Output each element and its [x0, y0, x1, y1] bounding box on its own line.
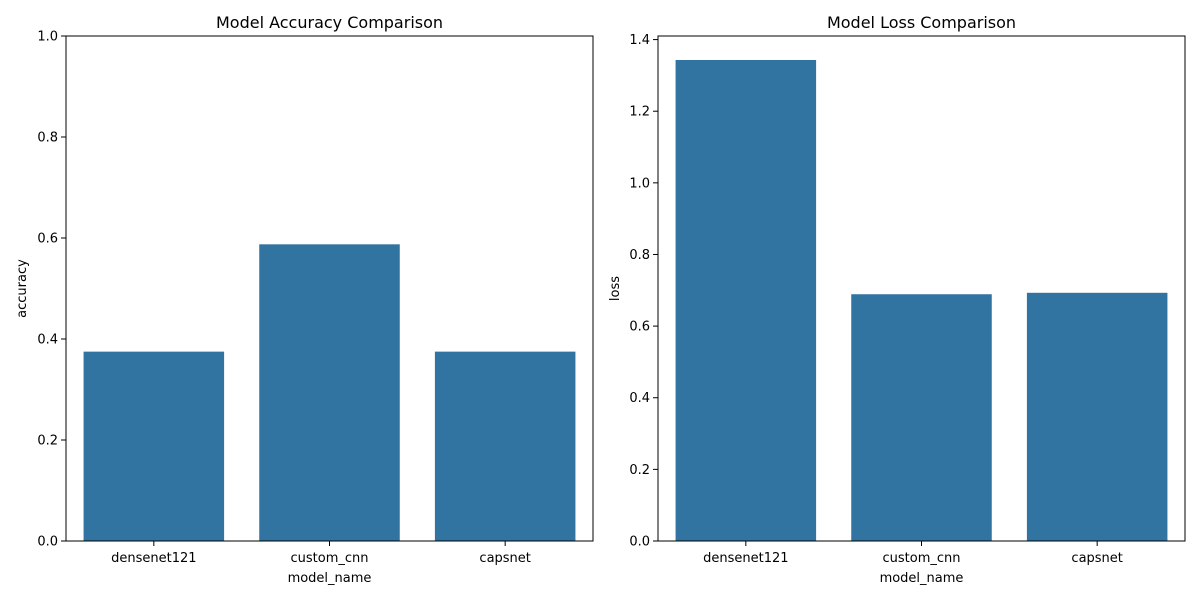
accuracy-y-tick-label: 0.0 [37, 535, 58, 550]
loss-y-tick-label: 0.0 [629, 535, 650, 550]
loss-y-tick-label: 0.8 [629, 248, 650, 263]
accuracy-y-tick-label: 0.6 [37, 232, 58, 247]
loss-x-tick-label: densenet121 [703, 551, 788, 566]
accuracy-y-tick-label: 0.2 [37, 434, 58, 449]
accuracy-bar-custom_cnn [259, 244, 400, 541]
accuracy-plot-frame [65, 35, 594, 542]
accuracy-x-tick-label: custom_cnn [291, 551, 369, 566]
loss-x-ticks: densenet121 custom_cnn capsnet [703, 541, 1123, 566]
accuracy-y-ticks: 0.0 0.2 0.4 0.6 0.8 1.0 [37, 30, 66, 550]
accuracy-x-axis-label: model_name [288, 571, 372, 586]
loss-bar-densenet121 [675, 60, 817, 541]
loss-bar-custom_cnn [851, 294, 992, 541]
accuracy-y-tick-label: 1.0 [37, 30, 58, 45]
loss-chart: Model Loss Comparison 0.0 0.2 0.4 0.6 0.8 1.0… [608, 13, 1186, 586]
loss-y-tick-label: 0.4 [629, 391, 650, 406]
accuracy-chart-title: Model Accuracy Comparison [216, 13, 443, 32]
loss-plot-frame [657, 35, 1186, 542]
loss-chart-title: Model Loss Comparison [827, 13, 1016, 32]
loss-bar-capsnet [1026, 292, 1168, 541]
accuracy-y-axis-label: accuracy [15, 259, 30, 318]
accuracy-y-tick-label: 0.4 [37, 333, 58, 348]
accuracy-y-tick-label: 0.8 [37, 131, 58, 146]
accuracy-chart: Model Accuracy Comparison 0.00.20.40.60.… [15, 13, 594, 586]
accuracy-x-tick-label: capsnet [479, 551, 530, 566]
loss-x-tick-label: capsnet [1071, 551, 1122, 566]
accuracy-bar-capsnet [434, 351, 576, 542]
loss-y-tick-label: 1.0 [629, 176, 650, 191]
loss-y-tick-label: 1.2 [629, 105, 650, 120]
loss-y-axis-label: loss [608, 276, 623, 301]
loss-y-tick-label: 0.6 [629, 320, 650, 335]
loss-y-ticks: 0.0 0.2 0.4 0.6 0.8 1.0 1.2 1.4 [629, 33, 658, 550]
accuracy-x-ticks: densenet121 custom_cnn capsnet [111, 541, 531, 566]
loss-x-axis-label: model_name [880, 571, 964, 586]
loss-y-tick-label: 0.2 [629, 463, 650, 478]
loss-bars [675, 60, 1168, 541]
loss-x-tick-label: custom_cnn [883, 551, 961, 566]
accuracy-bars [83, 244, 576, 542]
accuracy-bar-densenet121 [83, 351, 225, 542]
accuracy-x-tick-label: densenet121 [111, 551, 196, 566]
loss-y-tick-label: 1.4 [629, 33, 650, 48]
